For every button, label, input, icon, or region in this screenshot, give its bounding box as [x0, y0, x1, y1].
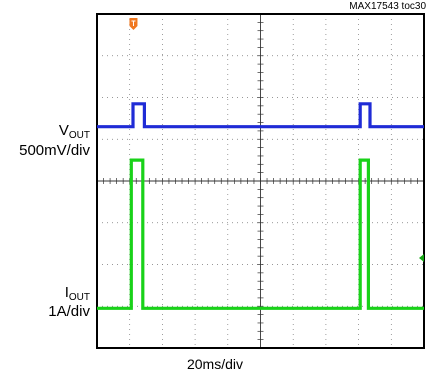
traces: [97, 102, 424, 310]
iout-label-sub: OUT: [68, 292, 90, 303]
vout-label-main: V: [58, 122, 69, 139]
vout-scale: 500mV/div: [19, 142, 90, 159]
level-marker-icon: [419, 254, 424, 262]
plot-frame: [96, 13, 425, 349]
vout-label: VOUT: [59, 122, 90, 144]
vout-label-sub: OUT: [68, 130, 90, 141]
trace-vout: [97, 102, 424, 129]
iout-label-main: I: [64, 284, 69, 301]
graticule: [97, 14, 424, 348]
time-scale-label: 20ms/div: [186, 356, 244, 372]
iout-label: IOUT: [65, 284, 90, 306]
markers: [129, 18, 424, 262]
trace-iout: [97, 158, 424, 310]
figure-id: MAX17543 toc30: [349, 1, 426, 12]
iout-scale: 1A/div: [48, 303, 90, 320]
